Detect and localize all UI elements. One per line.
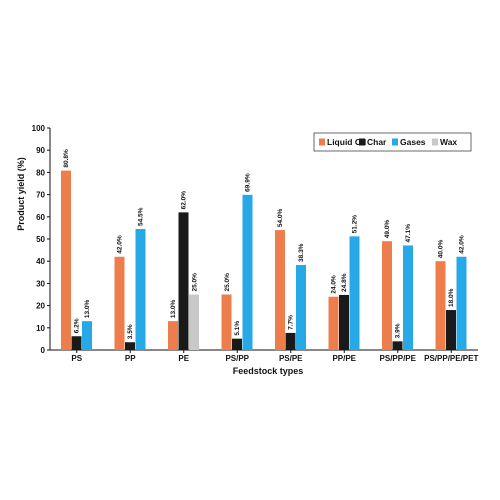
- bar-wax: [189, 294, 199, 350]
- legend-swatch: [319, 138, 325, 146]
- bar-char: [178, 212, 189, 350]
- bar-char: [71, 336, 82, 350]
- legend-label: Char: [367, 137, 387, 147]
- bar-liquid-oil: [328, 296, 339, 350]
- y-tick-label: 90: [36, 146, 45, 155]
- bar-char: [392, 341, 403, 350]
- x-tick-label: PP: [125, 354, 136, 363]
- bar-gases: [135, 229, 146, 350]
- bar-liquid-oil: [435, 261, 446, 350]
- legend: Liquid Oil Char Gases Wax: [313, 132, 472, 152]
- x-tick-label: PS/PP/PE/PET: [424, 354, 478, 363]
- y-axis-title: Product yield (%): [16, 157, 26, 231]
- bar-liquid-oil: [168, 321, 178, 350]
- bar-value-label: 3.9%: [395, 323, 402, 338]
- bar-gases: [82, 321, 92, 350]
- y-tick-label: 30: [36, 279, 45, 288]
- bar-char: [232, 338, 242, 350]
- y-tick-label: 60: [36, 213, 45, 222]
- legend-swatch: [432, 138, 438, 146]
- bar-value-label: 13.0%: [84, 299, 91, 318]
- y-tick-label: 20: [36, 302, 45, 311]
- bar-value-label: 13.0%: [170, 299, 177, 318]
- y-tick-label: 70: [36, 191, 45, 200]
- legend-label: Liquid Oil: [327, 137, 366, 147]
- bar-gases: [403, 245, 413, 350]
- bar-labels: 80.8%6.2%13.0%42.0%3.5%54.5%13.0%62.0%25…: [63, 149, 466, 339]
- y-tick-label: 10: [36, 324, 45, 333]
- legend-swatch: [359, 138, 365, 146]
- bars: [61, 170, 467, 350]
- legend-label: Gases: [400, 137, 426, 147]
- bar-gases: [349, 236, 360, 350]
- bar-value-label: 38.3%: [298, 243, 305, 262]
- bar-value-label: 25.0%: [191, 273, 198, 292]
- y-tick-label: 40: [36, 257, 45, 266]
- bar-value-label: 5.1%: [234, 321, 241, 336]
- bar-value-label: 62.0%: [181, 191, 188, 210]
- bar-liquid-oil: [275, 230, 285, 350]
- x-axis-title: Feedstock types: [233, 366, 304, 376]
- bar-value-label: 54.0%: [277, 208, 284, 227]
- bar-liquid-oil: [382, 241, 392, 350]
- bar-value-label: 25.0%: [224, 273, 231, 292]
- bar-value-label: 54.5%: [138, 207, 145, 226]
- bar-value-label: 3.5%: [127, 324, 134, 339]
- bar-value-label: 49.0%: [384, 220, 391, 239]
- axes: 0 10 20 30 40 50 60 70 80 90 100 PS PP PE PS/PP PS/PE PP…: [32, 124, 479, 363]
- bar-liquid-oil: [61, 170, 71, 350]
- y-tick-label: 80: [36, 168, 45, 177]
- bar-value-label: 7.7%: [288, 315, 295, 330]
- bar-value-label: 18.0%: [448, 288, 455, 307]
- legend-label: Wax: [440, 137, 457, 147]
- bar-value-label: 24.8%: [341, 273, 348, 292]
- bar-char: [125, 342, 135, 350]
- x-tick-label: PS: [71, 354, 82, 363]
- bar-char: [339, 294, 349, 350]
- x-tick-label: PS/PE: [279, 354, 303, 363]
- bar-value-label: 42.0%: [459, 235, 466, 254]
- bar-char: [446, 310, 456, 350]
- bar-liquid-oil: [114, 256, 125, 350]
- bar-value-label: 51.2%: [352, 215, 359, 234]
- bar-char: [285, 332, 296, 350]
- x-tick-label: PP/PE: [332, 354, 356, 363]
- legend-swatch: [392, 138, 398, 146]
- bar-value-label: 42.0%: [117, 235, 124, 254]
- bar-gases: [456, 256, 467, 350]
- y-tick-label: 50: [36, 235, 45, 244]
- bar-liquid-oil: [221, 294, 232, 350]
- y-tick-label: 0: [41, 346, 46, 355]
- bar-value-label: 47.1%: [405, 224, 412, 243]
- bar-value-label: 80.8%: [63, 149, 70, 168]
- bar-value-label: 24.0%: [331, 275, 338, 294]
- y-tick-label: 100: [32, 124, 46, 133]
- x-tick-label: PS/PP/PE: [380, 354, 417, 363]
- bar-gases: [296, 264, 306, 350]
- bar-value-label: 6.2%: [74, 318, 81, 333]
- bar-value-label: 69.9%: [245, 173, 252, 192]
- bar-gases: [242, 194, 253, 350]
- x-tick-label: PS/PP: [225, 354, 249, 363]
- x-tick-label: PE: [178, 354, 189, 363]
- bar-value-label: 40.0%: [438, 240, 445, 259]
